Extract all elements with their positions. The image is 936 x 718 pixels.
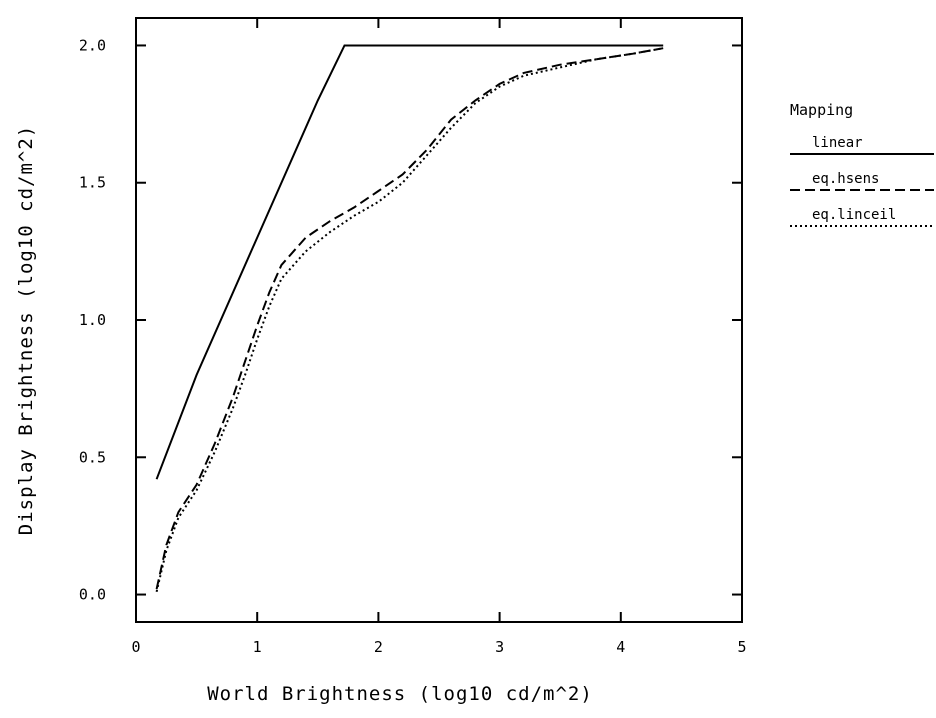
x-tick-label: 1 xyxy=(253,638,262,656)
y-tick-label: 2.0 xyxy=(79,36,106,54)
plot-frame xyxy=(135,17,743,623)
series-line-eq-linceil xyxy=(155,47,664,593)
series-layer xyxy=(155,44,664,593)
x-axis-label: World Brightness (log10 cd/m^2) xyxy=(207,683,593,705)
x-tick-label: 2 xyxy=(374,638,383,656)
legend-entry-label: eq.linceil xyxy=(812,207,896,223)
axis-ticks xyxy=(135,18,743,622)
y-tick-label: 1.0 xyxy=(79,311,106,329)
legend: Mapping linear eq.hsens eq.linceil xyxy=(790,101,934,227)
x-tick-label: 3 xyxy=(495,638,504,656)
legend-entries: linear eq.hsens eq.linceil xyxy=(790,135,934,227)
series-line-linear xyxy=(155,44,664,480)
y-tick-label: 0.5 xyxy=(79,448,106,466)
legend-entry-label: eq.hsens xyxy=(812,171,879,187)
x-tick-label: 5 xyxy=(737,638,746,656)
legend-title: Mapping xyxy=(790,101,853,119)
y-tick-label: 1.5 xyxy=(79,174,106,192)
tick-labels: 0 1 2 3 4 5 0.0 0.5 1.0 1.5 2.0 xyxy=(79,36,747,656)
x-tick-label: 0 xyxy=(131,638,140,656)
series-line-eq-hsens xyxy=(155,47,664,590)
y-tick-label: 0.0 xyxy=(79,586,106,604)
legend-entry-label: linear xyxy=(812,135,863,151)
x-tick-label: 4 xyxy=(616,638,625,656)
y-axis-label: Display Brightness (log10 cd/m^2) xyxy=(15,125,37,536)
